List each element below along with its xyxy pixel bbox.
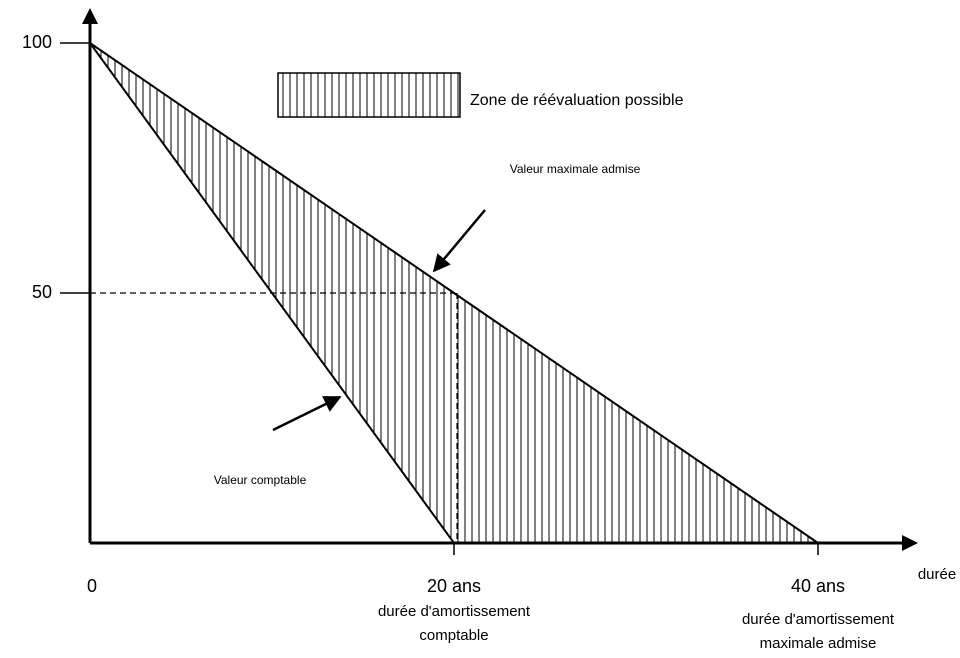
y-axis-arrow (82, 8, 98, 24)
annotation-arrow (272, 395, 342, 432)
series-line (89, 42, 819, 544)
x-tick-label: 20 ans (427, 576, 481, 596)
legend-swatch (277, 72, 461, 118)
legend-label: Zone de réévaluation possible (470, 92, 684, 109)
y-tick-label: 50 (32, 282, 52, 302)
tick-note: maximale admise (760, 635, 877, 652)
x-tick-label: 0 (87, 576, 97, 596)
x-axis-label: durée (918, 566, 956, 583)
annotation-arrow (432, 209, 486, 273)
tick-note: comptable (419, 627, 488, 644)
y-tick-label: 100 (22, 32, 52, 52)
series-line (89, 42, 455, 544)
series-label: Valeur comptable (214, 473, 307, 487)
series-label: Valeur maximale admise (510, 162, 641, 176)
x-axis-arrow (902, 535, 918, 551)
x-tick-label: 40 ans (791, 576, 845, 596)
tick-note: durée d'amortissement (378, 603, 531, 620)
tick-note: durée d'amortissement (742, 611, 895, 628)
